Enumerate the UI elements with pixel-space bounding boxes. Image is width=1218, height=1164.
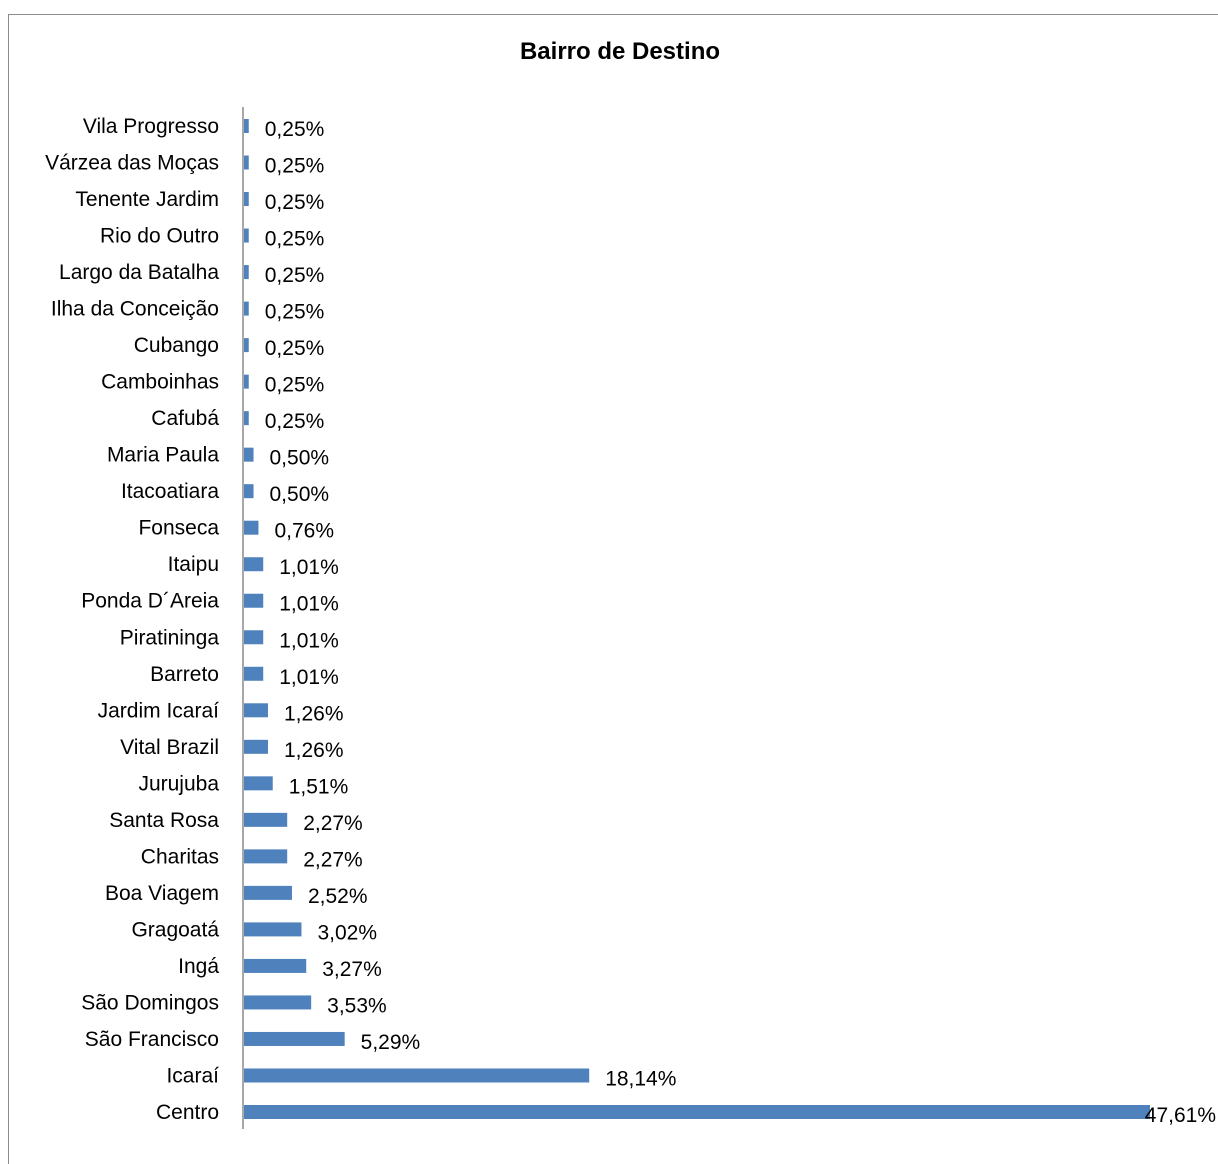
bar — [244, 301, 249, 316]
bar — [244, 703, 268, 718]
category-label: Jurujuba — [138, 772, 219, 795]
data-label: 3,53% — [327, 994, 387, 1017]
bar — [244, 265, 249, 280]
bar — [244, 666, 264, 681]
data-label: 1,01% — [279, 556, 339, 579]
chart-title: Bairro de Destino — [519, 38, 721, 65]
category-label: Fonseca — [138, 517, 219, 540]
bar — [244, 958, 307, 973]
category-label: Vital Brazil — [120, 736, 219, 759]
data-label: 1,01% — [279, 593, 339, 616]
bar — [244, 776, 273, 791]
data-label: 0,25% — [265, 301, 325, 324]
category-label: Cubango — [134, 334, 219, 357]
bar — [244, 228, 249, 243]
data-label: 1,51% — [289, 775, 349, 798]
data-label: 0,25% — [265, 337, 325, 360]
category-label: Boa Viagem — [105, 882, 219, 905]
data-label: 2,27% — [303, 812, 363, 835]
data-label: 0,25% — [265, 264, 325, 287]
data-label: 0,25% — [265, 228, 325, 251]
category-labels-group: Vila Progresso Várzea das Moças Tenente Ja… — [45, 115, 219, 1124]
data-label: 18,14% — [605, 1067, 676, 1090]
data-label: 2,27% — [303, 848, 363, 871]
bar — [244, 338, 249, 353]
category-label: Largo da Batalha — [59, 261, 219, 284]
data-label: 0,50% — [270, 447, 330, 470]
data-label: 5,29% — [361, 1031, 421, 1054]
category-label: Cafubá — [151, 407, 219, 430]
bar — [244, 520, 259, 535]
data-label: 0,76% — [274, 520, 334, 543]
bar — [244, 119, 249, 133]
bar — [244, 922, 302, 937]
bar — [244, 739, 268, 754]
category-label: Gragoatá — [131, 918, 219, 941]
bar — [244, 374, 249, 389]
category-label: Ingá — [178, 955, 219, 978]
data-label: 0,25% — [265, 118, 325, 141]
category-label: Ponda D´Areia — [81, 590, 219, 613]
category-label: Barreto — [150, 663, 219, 686]
bar — [244, 1105, 1150, 1119]
category-label: Itaipu — [168, 553, 219, 576]
bar — [244, 557, 264, 572]
category-label: Camboinhas — [101, 371, 219, 394]
bar — [244, 630, 264, 645]
bar — [244, 192, 249, 207]
data-label: 47,61% — [1145, 1104, 1216, 1127]
category-label: Piratininga — [120, 626, 220, 649]
category-label: Tenente Jardim — [75, 188, 219, 211]
data-label: 3,27% — [322, 958, 382, 981]
data-label: 0,50% — [270, 483, 330, 506]
category-label: Santa Rosa — [109, 809, 219, 832]
chart-frame — [8, 14, 1218, 1164]
data-label: 1,01% — [279, 629, 339, 652]
data-label: 0,25% — [265, 191, 325, 214]
data-label: 3,02% — [317, 921, 377, 944]
bar — [244, 484, 254, 499]
bar — [244, 812, 288, 827]
data-label: 1,01% — [279, 666, 339, 689]
category-label: Maria Paula — [107, 444, 219, 467]
category-label: Jardim Icaraí — [98, 699, 220, 722]
bar — [244, 995, 312, 1010]
data-label: 0,25% — [265, 374, 325, 397]
data-label: 1,26% — [284, 702, 344, 725]
bar — [244, 1031, 345, 1046]
bar — [244, 849, 288, 864]
data-label: 1,26% — [284, 739, 344, 762]
bar — [244, 411, 249, 426]
data-label: 0,25% — [265, 410, 325, 433]
category-label: Icaraí — [166, 1064, 219, 1087]
category-label: Itacoatiara — [121, 480, 219, 503]
bar — [244, 155, 249, 170]
category-label: Rio do Outro — [100, 225, 219, 248]
category-label: Charitas — [141, 845, 219, 868]
data-labels-group: 0,25% 0,25% 0,25% 0,25% 0,25% 0,25% 0,25% 0,25%… — [265, 118, 1216, 1127]
bar — [244, 885, 292, 900]
category-label: Centro — [156, 1101, 219, 1124]
category-label: São Francisco — [85, 1028, 219, 1051]
data-label: 2,52% — [308, 885, 368, 908]
category-label: Vila Progresso — [83, 115, 219, 138]
data-label: 0,25% — [265, 155, 325, 178]
category-label: São Domingos — [81, 991, 219, 1014]
bars-group — [244, 119, 1150, 1119]
bar — [244, 593, 264, 608]
category-label: Várzea das Moças — [45, 152, 219, 175]
bar — [244, 447, 254, 462]
category-label: Ilha da Conceição — [51, 298, 219, 321]
bar — [244, 1068, 590, 1083]
